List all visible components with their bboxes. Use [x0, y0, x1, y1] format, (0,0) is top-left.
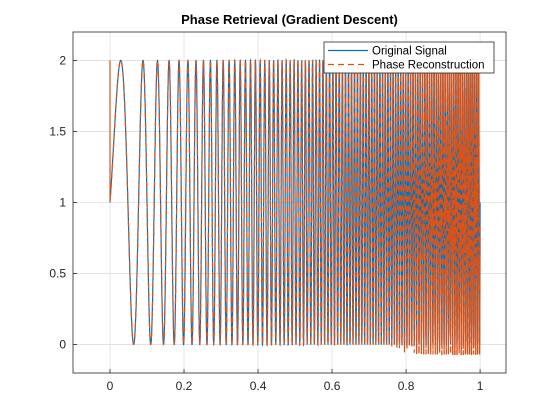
x-tick-label: 1 [477, 379, 484, 393]
x-tick-label: 0.2 [176, 379, 193, 393]
y-tick-label: 1 [59, 196, 66, 210]
x-tick-label: 0 [107, 379, 114, 393]
y-tick-label: 0.5 [49, 267, 66, 281]
plot-area: 0 0.2 0.4 0.6 0.8 1 0 0.5 1 1.5 2 [49, 31, 507, 393]
y-tick-label: 0 [59, 338, 66, 352]
x-tick-label: 0.8 [398, 379, 415, 393]
y-tick-label: 2 [59, 53, 66, 67]
chart-title: Phase Retrieval (Gradient Descent) [181, 12, 398, 27]
y-tick-label: 1.5 [49, 124, 66, 138]
x-tick-label: 0.6 [324, 379, 341, 393]
legend: Original Signal Phase Reconstruction [323, 41, 495, 74]
x-tick-label: 0.4 [250, 379, 267, 393]
legend-label-original-signal: Original Signal [372, 46, 447, 58]
legend-box [323, 41, 495, 74]
ticks [73, 60, 481, 373]
series-phase-reconstruction [109, 51, 481, 356]
legend-label-phase-reconstruction: Phase Reconstruction [372, 60, 485, 72]
tick-labels: 0 0.2 0.4 0.6 0.8 1 0 0.5 1 1.5 2 [49, 53, 483, 393]
series-layer [109, 51, 481, 356]
